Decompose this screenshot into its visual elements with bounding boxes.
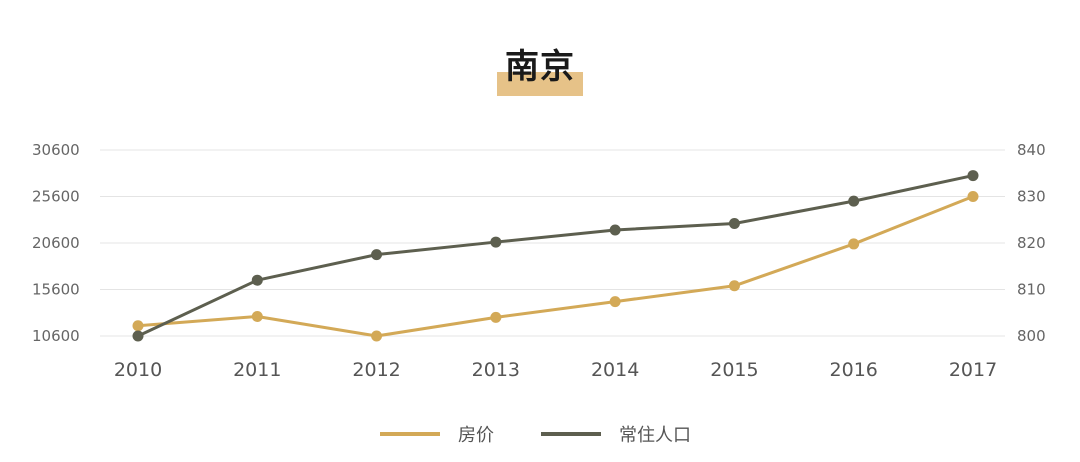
data-point-price: [132, 320, 144, 332]
data-point-price: [251, 310, 263, 322]
title-box: 南京: [497, 40, 583, 96]
x-tick-label: 2016: [830, 359, 878, 381]
data-point-price: [728, 280, 740, 292]
data-point-population: [967, 170, 979, 182]
y-left-tick-label: 20600: [32, 234, 80, 252]
y-left-tick-label: 15600: [32, 281, 80, 299]
y-right-tick-label: 830: [1017, 188, 1046, 206]
x-tick-label: 2013: [472, 359, 520, 381]
data-point-population: [848, 195, 860, 207]
x-tick-label: 2014: [591, 359, 639, 381]
series-line-population: [137, 174, 974, 338]
x-tick-label: 2010: [114, 359, 162, 381]
legend-label-price: 房价: [458, 425, 494, 446]
x-tick-label: 2017: [949, 359, 997, 381]
data-point-population: [371, 249, 383, 261]
chart-title: 南京: [505, 47, 575, 87]
y-left-tick-label: 25600: [32, 188, 80, 206]
data-point-population: [490, 236, 502, 248]
legend-label-population: 常住人口: [619, 425, 691, 446]
data-point-price: [609, 296, 621, 308]
y-right-tick-label: 840: [1017, 141, 1046, 159]
data-point-price: [848, 238, 860, 250]
series-line-price: [137, 195, 974, 338]
title-area: 南京: [0, 40, 1080, 100]
data-point-price: [967, 191, 979, 202]
data-point-population: [251, 274, 263, 286]
y-right-tick-label: 800: [1017, 327, 1046, 345]
y-left-tick-label: 30600: [32, 141, 80, 159]
x-tick-label: 2011: [233, 359, 281, 381]
y-left-tick-label: 10600: [32, 327, 80, 345]
data-point-population: [728, 217, 740, 229]
data-point-price: [490, 311, 502, 323]
data-point-population: [132, 330, 144, 342]
y-right-tick-label: 820: [1017, 234, 1046, 252]
x-tick-label: 2015: [710, 359, 758, 381]
title-highlight: [497, 72, 583, 96]
data-point-population: [609, 224, 621, 236]
x-tick-label: 2012: [352, 359, 400, 381]
y-right-tick-label: 810: [1017, 281, 1046, 299]
data-point-price: [371, 330, 383, 342]
